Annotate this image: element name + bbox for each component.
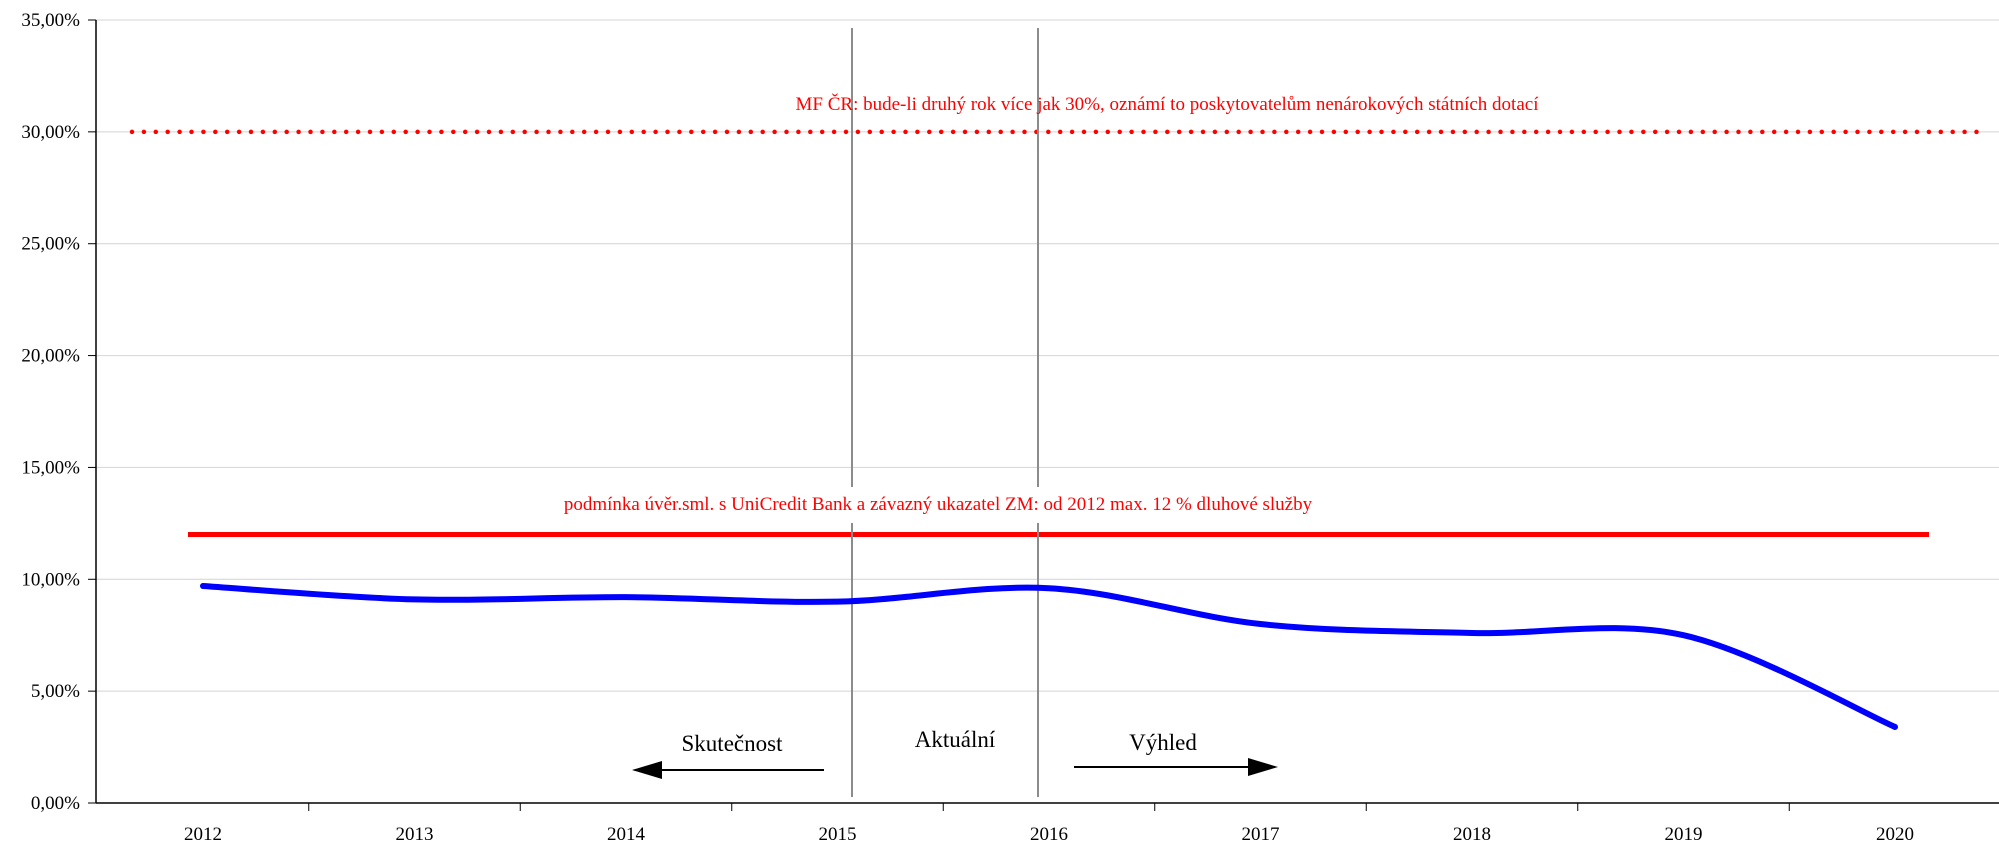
x-tick-label: 2014: [607, 824, 646, 845]
reference-lines: [129, 129, 1988, 538]
x-tick-label: 2017: [1242, 824, 1280, 845]
axes: [95, 20, 1999, 804]
x-tick-label: 2012: [184, 824, 222, 845]
period-label-actual: Skutečnost: [682, 731, 784, 756]
y-axis-ticks: 0,00% 5,00% 10,00% 15,00% 20,00% 25,00% 30,00%…: [21, 10, 96, 814]
y-tick-label: 30,00%: [21, 122, 80, 143]
y-tick-label: 0,00%: [31, 793, 80, 814]
x-tick-label: 2019: [1665, 824, 1703, 845]
period-label-outlook: Výhled: [1129, 730, 1197, 755]
y-tick-label: 25,00%: [21, 234, 80, 255]
ref-line-label-12: podmínka úvěr.sml. s UniCredit Bank a zá…: [564, 494, 1313, 515]
x-axis-ticks: 2012 2013 2014 2015 2016 2017 2018 2019 2020: [184, 803, 1914, 845]
y-tick-label: 10,00%: [21, 569, 80, 590]
period-label-current: Aktuální: [915, 727, 996, 752]
x-tick-label: 2020: [1876, 824, 1914, 845]
x-tick-label: 2018: [1453, 824, 1491, 845]
y-tick-label: 15,00%: [21, 457, 80, 478]
ref-line-label-30: MF ČR: bude-li druhý rok více jak 30%, o…: [796, 93, 1540, 115]
x-tick-label: 2015: [819, 824, 857, 845]
y-tick-label: 35,00%: [21, 10, 80, 31]
period-dividers: [851, 28, 1039, 797]
x-tick-label: 2013: [396, 824, 434, 845]
arrow-left: [632, 761, 824, 779]
y-tick-label: 20,00%: [21, 346, 80, 367]
series: [200, 582, 1898, 730]
y-tick-label: 5,00%: [31, 681, 80, 702]
arrow-right: [1074, 758, 1278, 776]
x-tick-label: 2016: [1030, 824, 1068, 845]
series-line: [200, 582, 1898, 730]
